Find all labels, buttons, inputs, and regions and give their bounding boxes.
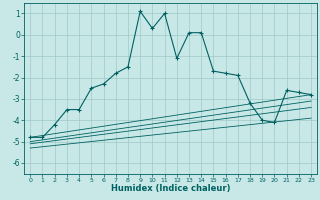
X-axis label: Humidex (Indice chaleur): Humidex (Indice chaleur) [111,184,230,193]
